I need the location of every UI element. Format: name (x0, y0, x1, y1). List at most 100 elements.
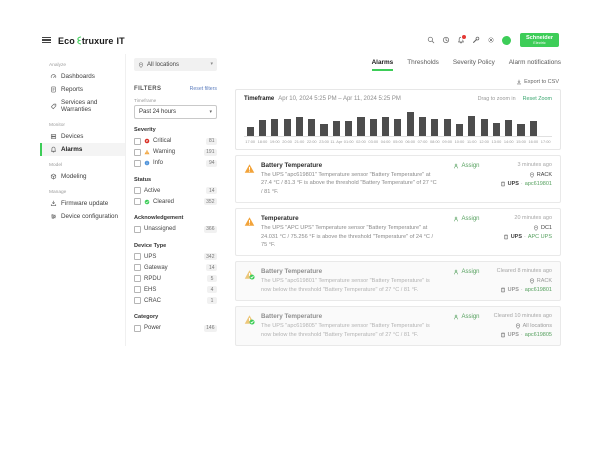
histogram-bar (258, 120, 267, 136)
alarm-device-link[interactable]: apc619801 (524, 287, 552, 294)
main-content: Alarms Thresholds Severity Policy Alarm not… (225, 54, 561, 346)
filter-group-device-type: Device Type UPS 342 Gateway 14 RPDU 5 EHS 4 CRAC 1 (134, 243, 217, 307)
timeframe-label: Timeframe (134, 98, 157, 103)
sidebar-section-label: Monitor (49, 123, 65, 128)
top-bar: Eco truxure IT Schneider Electric (40, 28, 561, 52)
sidebar-section-label: Manage (49, 190, 67, 195)
assign-button[interactable]: Assign (453, 269, 480, 275)
histogram-bar-slot (540, 110, 552, 136)
alarm-device-link[interactable]: apc619801 (524, 181, 552, 187)
checkbox[interactable] (134, 198, 141, 205)
alarm-device: UPS · apc619801 (500, 181, 552, 187)
checkbox[interactable] (134, 253, 141, 260)
tab-alarm-notifications[interactable]: Alarm notifications (508, 59, 561, 66)
alarm-meta: Cleared 10 minutes ago All locations UPS · a… (494, 313, 552, 338)
sidebar-item-label: Services and Warranties (61, 99, 98, 113)
x-axis-tick-label: 18:00 (257, 139, 268, 144)
separator: · (520, 332, 523, 339)
alarm-histogram[interactable] (244, 110, 552, 137)
tab-alarms[interactable]: Alarms (371, 59, 394, 71)
location-pin-icon (138, 61, 144, 68)
x-axis-tick-label: 23:00 (319, 139, 329, 144)
checkbox[interactable] (134, 275, 141, 282)
checkbox[interactable] (134, 297, 141, 304)
x-axis-tick-label: 14:00 (503, 139, 514, 144)
x-axis-tick-label: 10:00 (454, 139, 465, 144)
checkbox[interactable] (134, 137, 141, 145)
sidebar-item-reports[interactable]: Reports (40, 83, 125, 96)
checkbox[interactable] (134, 286, 141, 293)
tab-thresholds[interactable]: Thresholds (407, 59, 439, 66)
filter-option-unassigned: Unassigned 366 (134, 224, 217, 235)
filter-group-category: Category Power 146 (134, 314, 217, 334)
alarm-timestamp: Cleared 10 minutes ago (493, 313, 552, 320)
histogram-bar-slot (429, 110, 441, 136)
search-icon[interactable] (427, 36, 435, 44)
filter-option-count: 14 (206, 264, 217, 271)
alarm-device-link[interactable]: apc619805 (524, 332, 552, 339)
menu-hamburger-icon[interactable] (42, 36, 51, 44)
histogram-bar (295, 117, 303, 136)
checkbox[interactable] (134, 159, 141, 167)
histogram-bar (283, 118, 291, 136)
assign-button[interactable]: Assign (453, 314, 480, 320)
histogram-bar (480, 118, 488, 136)
chart-timeframe-label: Timeframe (244, 96, 275, 102)
location-selector[interactable]: All locations ▾ (134, 58, 217, 71)
checkbox[interactable] (134, 148, 141, 156)
settings-icon[interactable] (487, 36, 495, 44)
histogram-bar-slot (478, 110, 490, 136)
histogram-bar-slot (441, 110, 453, 136)
timeframe-select[interactable]: Past 24 hours ▾ (134, 105, 217, 119)
export-csv-link[interactable]: Export to CSV (235, 79, 559, 85)
x-axis-tick-label: 01:00 (343, 139, 354, 144)
sidebar-item-device-configuration[interactable]: Device configuration (40, 210, 125, 223)
filters-title: FILTERS (134, 86, 162, 92)
filter-option-count: 1 (207, 297, 217, 304)
reset-filters-link[interactable]: Reset filters (189, 86, 217, 92)
modeling-icon (50, 173, 57, 180)
pin-icon (529, 171, 535, 178)
user-avatar[interactable] (501, 35, 511, 45)
histogram-bar-slot (379, 110, 391, 136)
person-icon (453, 314, 459, 320)
notifications-bell-icon[interactable] (457, 34, 468, 44)
histogram-bar-slot (466, 110, 478, 136)
sidebar-item-services-and-warranties[interactable]: Services and Warranties (40, 96, 125, 116)
checkbox[interactable] (134, 225, 141, 233)
sidebar-item-firmware-update[interactable]: Firmware update (40, 197, 125, 210)
sidebar-item-modeling[interactable]: Modeling (40, 170, 125, 183)
sidebar-item-alarms[interactable]: Alarms (40, 143, 125, 156)
alarm-message: The UPS "APC UPS" Temperature sensor "Ba… (261, 225, 434, 248)
histogram-bar (455, 124, 464, 136)
assign-button[interactable]: Assign (453, 163, 480, 169)
tab-severity-policy[interactable]: Severity Policy (452, 59, 495, 66)
filter-option-count: 352 (203, 198, 217, 205)
reset-zoom-link[interactable]: Reset Zoom (522, 96, 552, 102)
brand-product: IT (116, 35, 125, 46)
history-icon[interactable] (442, 36, 450, 44)
sidebar-item-dashboards[interactable]: Dashboards (40, 70, 125, 83)
histogram-bar-slot (392, 110, 404, 136)
checkbox[interactable] (134, 324, 141, 332)
dashboards-icon (50, 73, 57, 80)
alarm-title: Battery Temperature (261, 268, 323, 276)
checkbox[interactable] (134, 264, 141, 271)
histogram-bar (529, 121, 537, 136)
sidebar-item-label: Modeling (61, 173, 87, 180)
x-axis-tick-label: 06:00 (405, 139, 416, 144)
checkbox[interactable] (134, 187, 141, 194)
x-axis-tick-label: 02:00 (356, 139, 366, 144)
sidebar-item-devices[interactable]: Devices (40, 130, 125, 143)
histogram-bar (443, 118, 451, 136)
alarm-device: UPS · apc619801 (497, 287, 552, 293)
assign-label: Assign (461, 163, 480, 169)
alarm-timestamp: 20 minutes ago (514, 215, 552, 222)
tools-icon[interactable] (472, 36, 480, 44)
alarm-device-link[interactable]: APC UPS (527, 234, 552, 241)
alarm-card: Battery Temperature The UPS "apc619801" T… (235, 155, 561, 204)
filter-option-count: 4 (207, 286, 217, 293)
assign-button[interactable]: Assign (453, 216, 480, 222)
alarm-title: Battery Temperature (261, 313, 323, 321)
alarm-device: UPS · apc619805 (494, 332, 552, 338)
